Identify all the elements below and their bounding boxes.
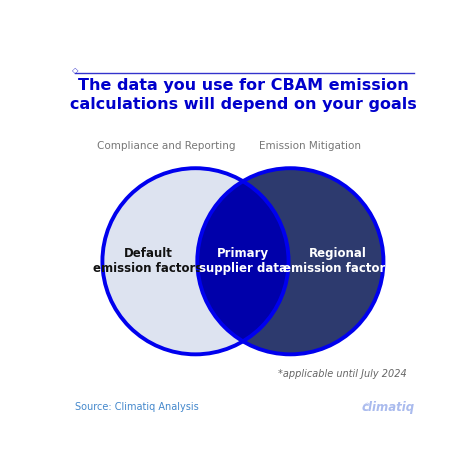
Text: Emission Mitigation: Emission Mitigation: [259, 141, 362, 151]
Text: *applicable until July 2024: *applicable until July 2024: [278, 369, 407, 379]
Text: ◇: ◇: [72, 66, 78, 75]
Circle shape: [102, 168, 289, 355]
Circle shape: [197, 168, 383, 355]
Text: Default
emission factors: Default emission factors: [93, 247, 203, 275]
Text: The data you use for CBAM emission
calculations will depend on your goals: The data you use for CBAM emission calcu…: [70, 78, 416, 112]
Text: Source: Climatiq Analysis: Source: Climatiq Analysis: [75, 402, 199, 412]
Circle shape: [197, 168, 383, 355]
Text: Primary
supplier data: Primary supplier data: [199, 247, 287, 275]
Text: ⬡: ⬡: [363, 402, 371, 412]
Text: climatiq: climatiq: [361, 401, 414, 414]
Text: Regional
emission factors: Regional emission factors: [283, 247, 392, 275]
Text: Compliance and Reporting: Compliance and Reporting: [97, 141, 236, 151]
